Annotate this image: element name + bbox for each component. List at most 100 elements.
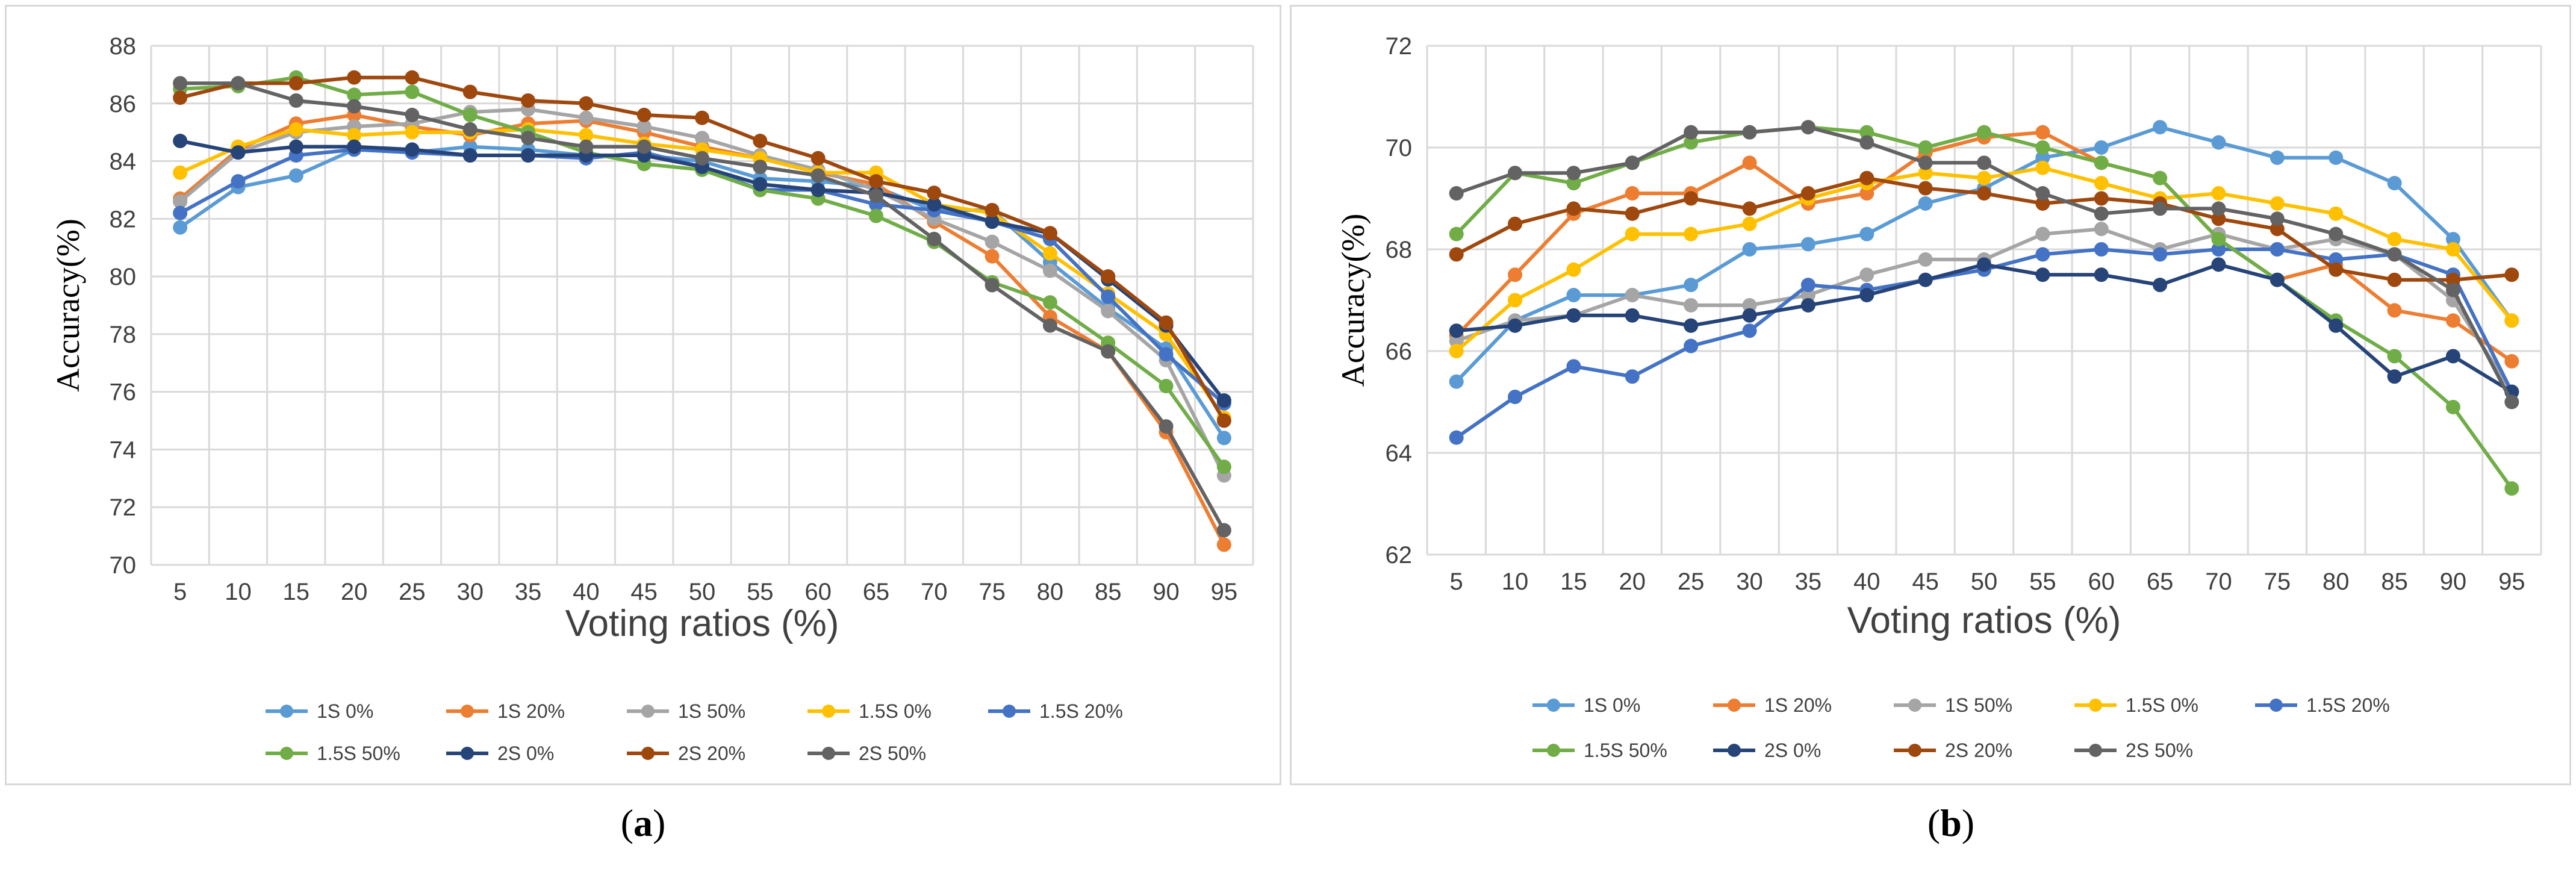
legend-label: 2S 50% [859,743,926,764]
y-tick-label: 68 [1386,237,1413,263]
data-point [1566,176,1581,191]
data-point [1449,334,1464,349]
data-point [1216,431,1231,446]
data-point [288,76,303,91]
data-point [1800,120,1815,135]
data-point [636,107,652,122]
y-tick-label: 80 [110,264,137,290]
data-point [173,90,188,105]
x-tick-label: 25 [399,579,426,605]
data-point [2035,150,2050,165]
data-point [2094,140,2109,155]
data-point [288,122,303,137]
data-point [1918,166,1933,181]
data-point [2211,135,2226,150]
data-point [1742,155,1757,170]
data-point [2387,176,2402,191]
data-point [579,96,594,111]
chart-a-svg: 70 72 74 76 78 80 82 84 86 88 5 10 15 20 25 30 35 40 45 50 5… [50,33,1254,764]
data-point [2270,150,2285,165]
legend-swatch-marker [461,705,474,718]
data-point [173,76,188,91]
legend-label: 1S 20% [497,700,565,722]
data-point [231,174,246,189]
data-point [1742,297,1757,313]
legend-label: 1.5S 0% [859,700,932,722]
x-tick-label: 55 [747,579,774,605]
data-point [1042,263,1057,278]
data-point [1042,295,1057,310]
data-point [521,131,536,146]
x-tick-label: 60 [2088,568,2115,595]
data-point [462,122,478,137]
data-point [1159,315,1174,330]
data-point [1042,246,1057,261]
data-point [173,205,188,220]
data-point [1742,242,1757,257]
data-point [2035,196,2050,211]
data-point [405,84,420,99]
data-point [347,99,362,114]
data-point [1742,201,1757,216]
data-point [1859,170,1874,185]
legend-label: 2S 20% [678,743,745,764]
data-point [2329,226,2344,241]
legend-swatch-marker [1003,705,1016,718]
data-point [2387,247,2402,262]
data-point [2153,247,2168,262]
data-point [1508,216,1523,231]
data-point [1042,226,1057,241]
data-point [868,208,883,223]
data-point [1508,293,1523,308]
data-point [1742,216,1757,231]
legend-label: 1S 0% [1584,694,1640,716]
data-point [1042,318,1057,333]
data-point [462,84,478,99]
data-point [1977,125,1991,140]
data-point [521,148,536,163]
legend-label: 1.5S 50% [317,743,400,764]
data-point [2387,369,2402,384]
x-tick-label: 95 [2498,568,2525,595]
data-point [695,151,709,166]
legend-swatch-marker [280,705,293,718]
data-point [2094,242,2109,257]
data-point [405,125,420,140]
data-point [1625,155,1640,170]
data-point [1508,318,1523,333]
data-point [462,107,478,122]
data-point [1625,226,1640,241]
data-point [2445,242,2460,257]
data-point [1977,170,1991,185]
data-point [1216,413,1231,428]
x-tick-label: 95 [1211,579,1238,605]
legend-label: 1.5S 20% [1039,700,1123,722]
data-point [985,278,1000,293]
x-axis-title: Voting ratios (%) [565,603,839,644]
data-point [1159,419,1174,434]
legend-swatch-marker [2089,699,2102,712]
data-point [2329,262,2344,277]
y-tick-label: 86 [110,91,137,117]
data-point [2153,278,2168,293]
data-point [1684,125,1699,140]
y-axis-title: Accuracy(%) [1335,214,1371,387]
legend-label: 1S 20% [1764,694,1832,716]
data-point [2094,176,2109,191]
y-tick-label: 76 [110,379,137,406]
data-point [2387,272,2402,287]
data-point [2211,232,2226,247]
data-point [2504,313,2519,328]
y-tick-label: 88 [110,33,137,60]
data-point [462,148,478,163]
data-point [579,139,594,154]
data-point [2504,353,2519,369]
x-tick-label: 40 [1853,568,1881,595]
data-point [173,165,188,180]
data-point [1859,125,1874,140]
x-tick-label: 75 [978,579,1006,605]
x-tick-label: 10 [225,579,252,605]
data-point [636,119,652,134]
legend-label: 2S 0% [497,743,554,764]
data-point [2035,186,2050,201]
